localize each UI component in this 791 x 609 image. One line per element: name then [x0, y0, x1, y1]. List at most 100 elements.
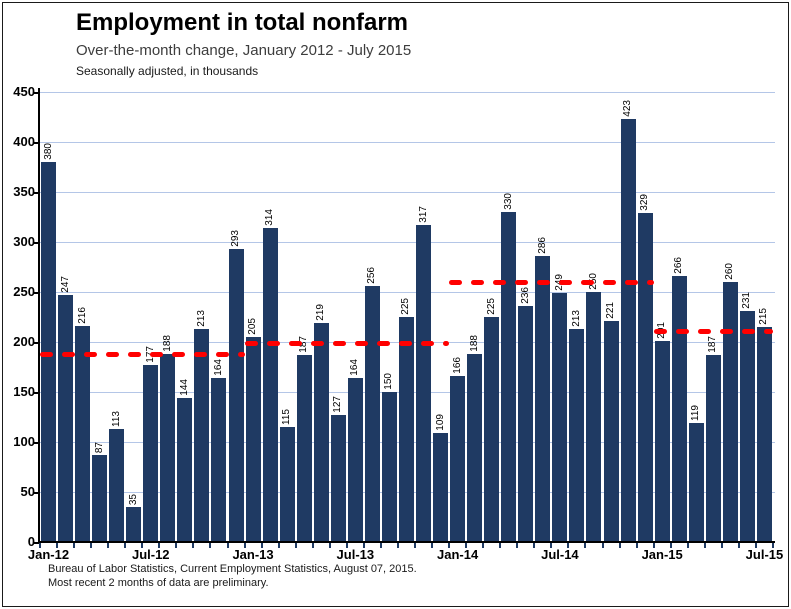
bar: [637, 213, 653, 542]
average-line-dash: [128, 351, 141, 357]
x-axis-tick: [618, 543, 621, 548]
bar: [739, 311, 755, 542]
x-axis-tick: [73, 543, 76, 548]
gridline: [40, 142, 775, 143]
y-axis-tick: [33, 92, 39, 94]
y-axis-label: 300: [13, 234, 35, 249]
bar: [552, 293, 568, 542]
average-line-dash: [559, 279, 573, 285]
gridline: [40, 242, 775, 243]
x-axis-tick: [414, 543, 417, 548]
y-axis-tick: [33, 492, 39, 494]
x-axis-tick: [567, 543, 570, 548]
x-axis-tick: [431, 543, 434, 548]
y-axis-label: 350: [13, 184, 35, 199]
x-axis-tick: [601, 543, 604, 548]
bar-value-label: 215: [758, 308, 770, 325]
bar-value-label: 115: [281, 409, 293, 425]
bar: [381, 392, 397, 542]
bar-value-label: 423: [622, 100, 634, 117]
average-line-dash: [420, 340, 434, 346]
bar: [433, 433, 449, 542]
bar-value-label: 216: [76, 307, 88, 324]
x-axis-tick: [482, 543, 485, 548]
bar: [160, 354, 176, 542]
x-axis-tick: [90, 543, 93, 548]
gridline: [40, 292, 775, 293]
bar: [398, 317, 414, 542]
bar-value-label: 236: [519, 287, 531, 304]
x-axis-tick: [39, 543, 41, 548]
x-axis-tick: [499, 543, 502, 548]
bar: [603, 321, 619, 542]
bar-value-label: 266: [673, 257, 685, 274]
average-line-dash: [216, 351, 229, 357]
x-axis-tick: [56, 543, 59, 548]
bar: [75, 326, 91, 542]
average-line-dash: [471, 279, 485, 285]
x-axis-tick: [294, 543, 297, 548]
x-axis-tick: [345, 543, 348, 548]
average-line-dash: [150, 351, 163, 357]
x-axis-label: Jan-13: [232, 547, 274, 562]
x-axis-tick: [175, 543, 178, 548]
bar: [109, 429, 125, 542]
bar: [228, 249, 244, 542]
y-axis-label: 150: [13, 384, 35, 399]
x-axis-tick: [652, 543, 655, 548]
bar-value-label: 380: [42, 143, 54, 160]
bar: [92, 455, 108, 542]
x-axis-tick: [277, 543, 280, 548]
y-axis-label: 50: [20, 484, 35, 499]
x-axis-tick: [124, 543, 127, 548]
bar: [620, 119, 636, 542]
x-axis-tick: [158, 543, 161, 548]
bar: [518, 306, 534, 542]
bar-value-label: 231: [741, 292, 753, 309]
average-line-dash: [625, 279, 639, 285]
bar: [296, 355, 312, 542]
bar: [501, 212, 517, 542]
bar: [364, 286, 380, 542]
average-line-dash: [376, 340, 390, 346]
source-block: Bureau of Labor Statistics, Current Empl…: [48, 563, 417, 590]
bar: [705, 355, 721, 542]
average-line-dash: [40, 351, 53, 357]
chart-note: Seasonally adjusted, in thousands: [76, 64, 259, 78]
average-line-dash: [697, 328, 711, 334]
x-axis-tick: [243, 543, 246, 548]
y-axis-line: [38, 88, 40, 544]
bar: [330, 415, 346, 542]
x-axis-tick: [448, 543, 451, 548]
chart-subtitle: Over-the-month change, January 2012 - Ju…: [76, 42, 412, 59]
average-line-dash: [172, 351, 185, 357]
bar-value-label: 221: [605, 302, 617, 319]
average-line-dash: [603, 279, 617, 285]
bar: [313, 323, 329, 542]
bar: [143, 365, 159, 542]
x-axis-label: Jan-14: [437, 547, 479, 562]
source-line-1: Bureau of Labor Statistics, Current Empl…: [48, 563, 417, 575]
average-line-dash: [493, 279, 507, 285]
bar: [586, 292, 602, 542]
bar-value-label: 164: [212, 359, 224, 376]
y-axis-label: 450: [13, 84, 35, 99]
average-line-dash: [653, 328, 667, 334]
bar: [126, 507, 142, 542]
bar: [484, 317, 500, 542]
x-axis-label: Jul-12: [131, 547, 170, 562]
bar: [671, 276, 687, 542]
y-axis-tick: [33, 392, 39, 394]
average-line-dash: [62, 351, 75, 357]
bar: [450, 376, 466, 542]
y-axis-label: 0: [27, 534, 35, 549]
bar-value-label: 35: [127, 493, 139, 505]
chart-title: Employment in total nonfarm: [76, 9, 409, 36]
x-axis-tick: [260, 543, 263, 548]
gridline: [40, 92, 775, 93]
bar: [245, 337, 261, 542]
x-axis-tick: [635, 543, 638, 548]
average-line-dash: [244, 340, 258, 346]
